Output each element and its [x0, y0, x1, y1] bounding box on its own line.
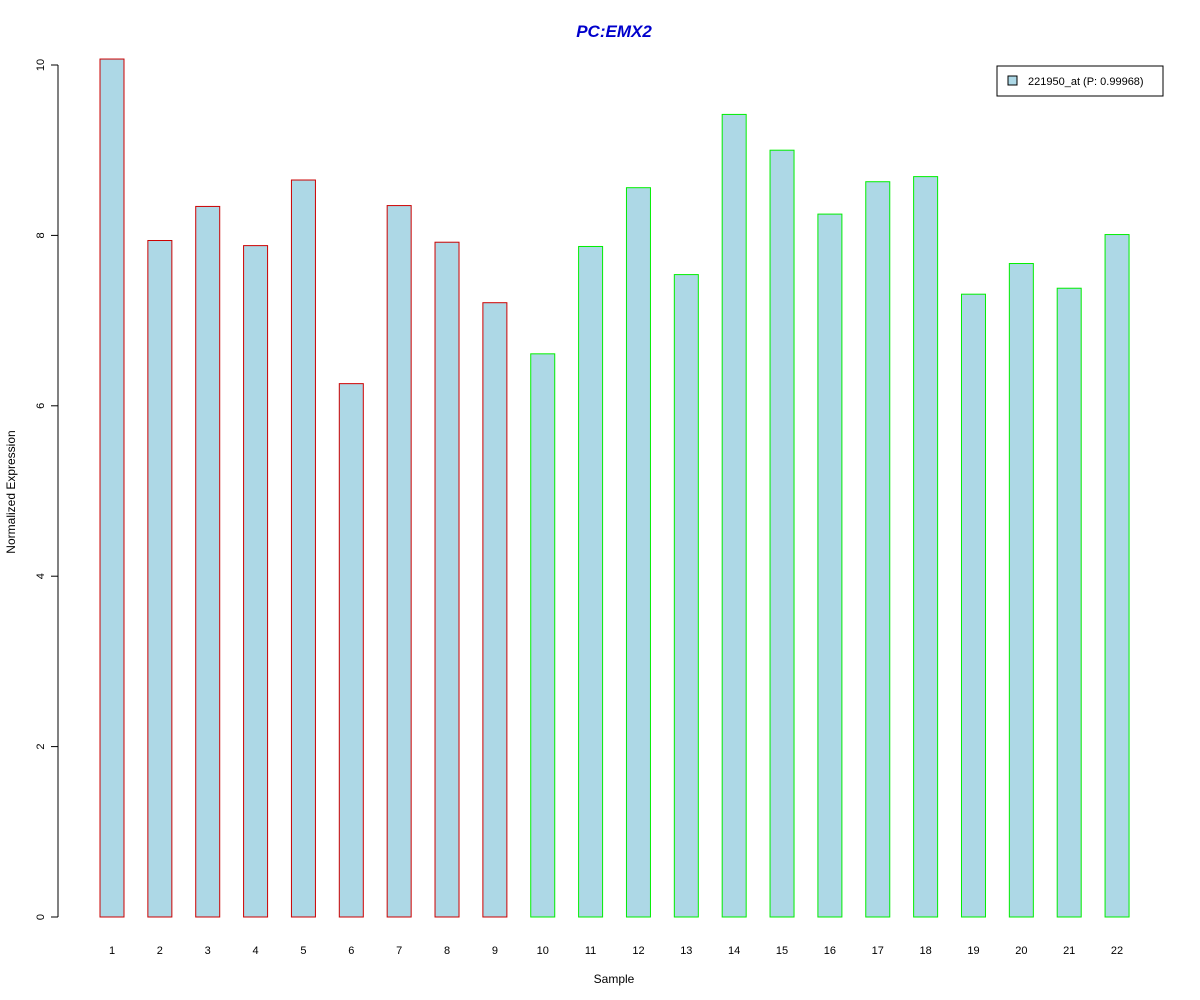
bar-sample-18: [913, 176, 939, 918]
bar-sample-12: [625, 187, 651, 918]
x-tick-label: 4: [253, 945, 259, 957]
x-tick-label: 11: [585, 945, 596, 957]
y-axis-label: Normalized Expression: [4, 430, 18, 553]
bar-sample-7: [386, 205, 412, 918]
x-tick-label: 15: [776, 945, 788, 957]
y-axis: 0 2 4 6 8 10: [35, 59, 59, 920]
x-tick-labels: 1 2 3 4 5 6 7 8 9 10 11 12 13 14 15 16 17 18 19 20 21 22: [109, 945, 1123, 957]
bar-sample-8: [434, 241, 460, 918]
chart-title: PC:EMX2: [576, 22, 652, 41]
x-tick-label: 8: [444, 945, 450, 957]
x-tick-label: 10: [537, 945, 549, 957]
bar-sample-22: [1104, 234, 1130, 918]
y-tick-label: 8: [35, 232, 47, 238]
legend-entry: 221950_at (P: 0.99968): [1028, 76, 1144, 88]
bar-sample-19: [960, 293, 986, 918]
x-tick-label: 9: [492, 945, 498, 957]
y-tick-label: 0: [35, 914, 47, 920]
y-tick-label: 4: [35, 573, 47, 579]
y-tick-label: 10: [35, 59, 47, 71]
x-tick-label: 12: [632, 945, 644, 957]
legend-box: [996, 65, 1164, 97]
x-tick-label: 16: [824, 945, 836, 957]
bar-sample-4: [243, 245, 269, 918]
bar-sample-13: [673, 274, 699, 918]
bar-sample-14: [721, 113, 747, 918]
bars-group: [99, 58, 1130, 918]
x-tick-label: 19: [967, 945, 979, 957]
y-tick-label: 2: [35, 744, 47, 750]
bar-sample-16: [817, 213, 843, 918]
x-tick-label: 7: [396, 945, 402, 957]
x-tick-label: 17: [872, 945, 884, 957]
legend-swatch: [1007, 75, 1018, 86]
x-axis-label: Sample: [594, 972, 635, 986]
bar-sample-21: [1056, 287, 1082, 918]
x-tick-label: 22: [1111, 945, 1123, 957]
x-tick-label: 14: [728, 945, 740, 957]
bar-sample-2: [147, 240, 173, 918]
bar-sample-9: [482, 302, 508, 918]
legend: 221950_at (P: 0.99968): [996, 65, 1164, 97]
bar-sample-11: [578, 245, 604, 918]
bar-sample-5: [290, 179, 316, 918]
bar-sample-10: [530, 353, 556, 918]
x-tick-label: 5: [300, 945, 306, 957]
x-tick-label: 18: [919, 945, 931, 957]
x-tick-label: 6: [348, 945, 354, 957]
x-tick-label: 21: [1063, 945, 1075, 957]
bar-sample-1: [99, 58, 125, 918]
bar-sample-6: [338, 383, 364, 918]
bar-sample-17: [865, 181, 891, 918]
x-tick-label: 3: [205, 945, 211, 957]
bar-sample-20: [1008, 263, 1034, 918]
x-tick-label: 20: [1015, 945, 1027, 957]
x-tick-label: 1: [109, 945, 115, 957]
y-tick-label: 6: [35, 403, 47, 409]
x-tick-label: 2: [157, 945, 163, 957]
x-tick-label: 13: [680, 945, 692, 957]
bar-sample-15: [769, 149, 795, 918]
bar-sample-3: [195, 205, 221, 918]
